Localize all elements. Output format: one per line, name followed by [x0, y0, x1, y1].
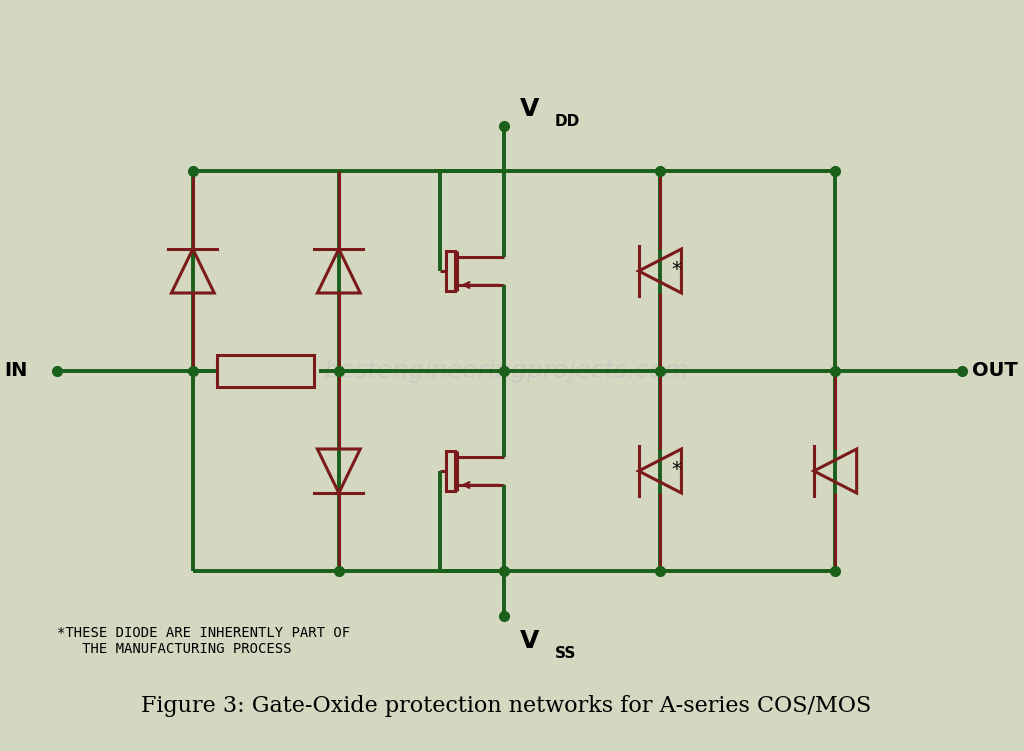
Text: SS: SS: [555, 646, 577, 661]
Text: Figure 3: Gate-Oxide protection networks for A-series COS/MOS: Figure 3: Gate-Oxide protection networks…: [141, 695, 871, 717]
Text: *THESE DIODE ARE INHERENTLY PART OF
   THE MANUFACTURING PROCESS: *THESE DIODE ARE INHERENTLY PART OF THE …: [56, 626, 349, 656]
Text: $\mathregular{V}$: $\mathregular{V}$: [519, 97, 540, 121]
Text: bestengineeringprojects.com: bestengineeringprojects.com: [324, 359, 689, 383]
Text: *: *: [672, 460, 682, 478]
Text: *: *: [672, 260, 682, 279]
FancyBboxPatch shape: [217, 355, 314, 387]
FancyBboxPatch shape: [445, 451, 456, 490]
Text: IN: IN: [4, 361, 28, 381]
Text: OUT: OUT: [972, 361, 1017, 381]
Text: DD: DD: [555, 114, 581, 129]
FancyBboxPatch shape: [445, 252, 456, 291]
Text: $\mathregular{V}$: $\mathregular{V}$: [519, 629, 540, 653]
